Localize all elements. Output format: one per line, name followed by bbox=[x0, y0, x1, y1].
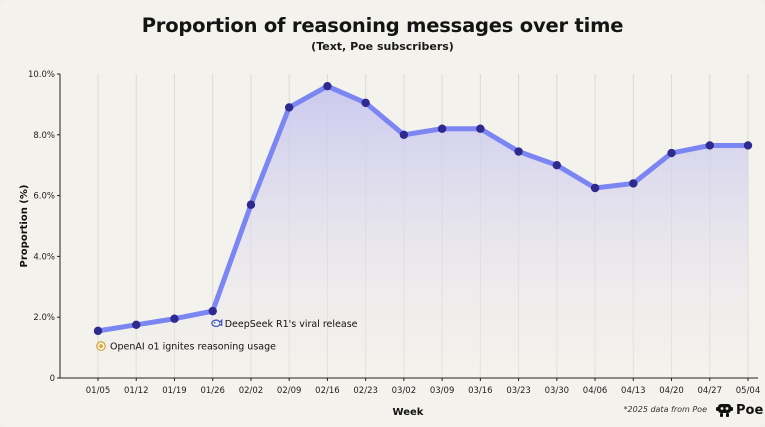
data-point bbox=[208, 306, 217, 316]
x-tick-label: 02/16 bbox=[315, 386, 340, 396]
y-tick-label: 6.0% bbox=[33, 192, 55, 202]
data-point bbox=[743, 141, 753, 150]
annotation: OpenAI o1 ignites reasoning usage bbox=[96, 341, 276, 353]
x-tick-label: 01/12 bbox=[124, 386, 149, 396]
sparkle-icon bbox=[96, 341, 106, 351]
data-point bbox=[399, 130, 409, 139]
annotation-label: OpenAI o1 ignites reasoning usage bbox=[110, 342, 276, 353]
series-line bbox=[95, 83, 751, 334]
data-point bbox=[629, 179, 638, 188]
x-tick-label: 02/02 bbox=[239, 386, 264, 396]
data-point bbox=[132, 320, 141, 329]
y-tick-label: 0 bbox=[50, 374, 55, 384]
data-point bbox=[323, 81, 332, 91]
poe-logo: Poe bbox=[716, 401, 763, 419]
chart-title: Proportion of reasoning messages over ti… bbox=[141, 14, 624, 37]
data-point bbox=[437, 124, 447, 133]
y-tick-label: 4.0% bbox=[33, 252, 55, 262]
x-tick-label: 01/26 bbox=[200, 386, 225, 396]
y-tick-label: 10.0% bbox=[28, 70, 55, 80]
data-point bbox=[514, 147, 523, 156]
x-tick-label: 03/09 bbox=[430, 386, 455, 396]
data-point bbox=[361, 98, 370, 108]
x-tick-label: 04/13 bbox=[621, 386, 646, 396]
x-tick-label: 04/06 bbox=[583, 386, 608, 396]
y-axis-title: Proportion (%) bbox=[19, 185, 30, 268]
x-tick-label: 02/23 bbox=[353, 386, 378, 396]
footnote: *2025 data from Poe bbox=[623, 405, 707, 414]
data-point bbox=[170, 314, 179, 323]
annotation-label: DeepSeek R1's viral release bbox=[225, 319, 358, 330]
x-tick-label: 02/09 bbox=[277, 386, 302, 396]
data-point bbox=[246, 200, 256, 209]
x-tick-label: 04/27 bbox=[698, 386, 723, 396]
x-tick-label: 01/05 bbox=[86, 386, 111, 396]
data-point bbox=[590, 183, 600, 193]
x-tick-label: 03/16 bbox=[468, 386, 493, 396]
poe-logo-text: Poe bbox=[736, 402, 764, 418]
data-point bbox=[476, 124, 485, 133]
whale-icon bbox=[211, 318, 223, 328]
y-tick-label: 8.0% bbox=[33, 131, 55, 141]
x-tick-label: 05/04 bbox=[736, 386, 761, 396]
data-point bbox=[705, 141, 714, 150]
data-point bbox=[93, 326, 103, 336]
x-tick-label: 01/19 bbox=[162, 386, 187, 396]
annotation: DeepSeek R1's viral release bbox=[211, 318, 358, 330]
data-point bbox=[284, 103, 294, 112]
x-tick-label: 04/20 bbox=[659, 386, 684, 396]
data-point bbox=[552, 161, 562, 170]
data-point bbox=[667, 148, 676, 158]
x-axis-title: Week bbox=[393, 407, 424, 418]
series-area bbox=[98, 86, 748, 378]
x-tick-label: 03/30 bbox=[545, 386, 570, 396]
y-tick-label: 2.0% bbox=[33, 313, 55, 323]
chart-subtitle: (Text, Poe subscribers) bbox=[311, 40, 454, 53]
poe-logo-icon bbox=[716, 403, 733, 417]
x-tick-label: 03/02 bbox=[392, 386, 417, 396]
x-tick-label: 03/23 bbox=[506, 386, 531, 396]
